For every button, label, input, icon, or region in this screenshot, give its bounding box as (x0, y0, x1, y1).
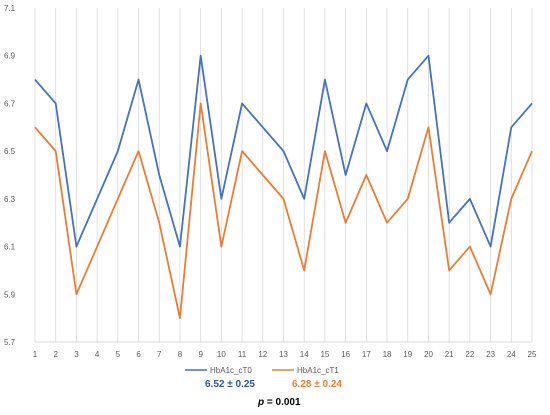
x-tick-label: 18 (383, 350, 392, 359)
y-tick-label: 6.3 (4, 195, 16, 204)
y-tick-label: 6.9 (4, 52, 16, 61)
legend-label-t0: HbA1c_cT0 (210, 366, 252, 375)
series-line-HbA1c_cT0 (34, 54, 533, 248)
x-tick-label: 13 (279, 350, 288, 359)
p-value: p = 0.001 (257, 397, 301, 408)
p-rest: = 0.001 (264, 397, 301, 408)
x-tick-label: 8 (178, 350, 183, 359)
legend: HbA1c_cT0 HbA1c_cT1 (185, 366, 339, 375)
x-tick-label: 23 (486, 350, 495, 359)
series-line-HbA1c_cT1 (34, 102, 533, 320)
x-tick-label: 5 (116, 350, 121, 359)
x-tick-label: 3 (74, 350, 79, 359)
stat-t0: 6.52 ± 0.25 (205, 379, 255, 390)
x-tick-label: 15 (320, 350, 329, 359)
y-tick-label: 6.1 (4, 243, 16, 252)
x-tick-label: 9 (198, 350, 203, 359)
series-layer (34, 54, 533, 320)
x-tick-label: 19 (403, 350, 412, 359)
x-tick-label: 16 (341, 350, 350, 359)
p-label: p (257, 397, 264, 408)
x-tick-label: 7 (157, 350, 162, 359)
stat-t1: 6.28 ± 0.24 (292, 379, 342, 390)
y-tick-label: 5.7 (4, 338, 16, 347)
legend-label-t1: HbA1c_cT1 (297, 366, 339, 375)
x-tick-label: 21 (445, 350, 454, 359)
x-tick-label: 4 (95, 350, 100, 359)
x-tick-label: 10 (217, 350, 226, 359)
x-tick-label: 17 (362, 350, 371, 359)
x-tick-label: 6 (136, 350, 141, 359)
x-tick-label: 25 (528, 350, 537, 359)
x-tick-label: 24 (507, 350, 516, 359)
y-tick-label: 7.1 (4, 4, 16, 13)
x-tick-label: 22 (465, 350, 474, 359)
x-tick-label: 14 (300, 350, 309, 359)
y-tick-label: 5.9 (4, 290, 16, 299)
x-tick-label: 11 (238, 350, 247, 359)
axis-layer: 5.75.96.16.36.56.76.97.11 2 3 4 5 6 7 8 9 10 11 12 1… (4, 4, 537, 359)
x-tick-label: 20 (424, 350, 433, 359)
y-tick-label: 6.5 (4, 147, 16, 156)
grid-layer (34, 8, 533, 342)
y-tick-label: 6.7 (4, 99, 16, 108)
x-tick-label: 12 (258, 350, 267, 359)
x-tick-label: 2 (53, 350, 58, 359)
x-tick-label: 1 (33, 350, 38, 359)
